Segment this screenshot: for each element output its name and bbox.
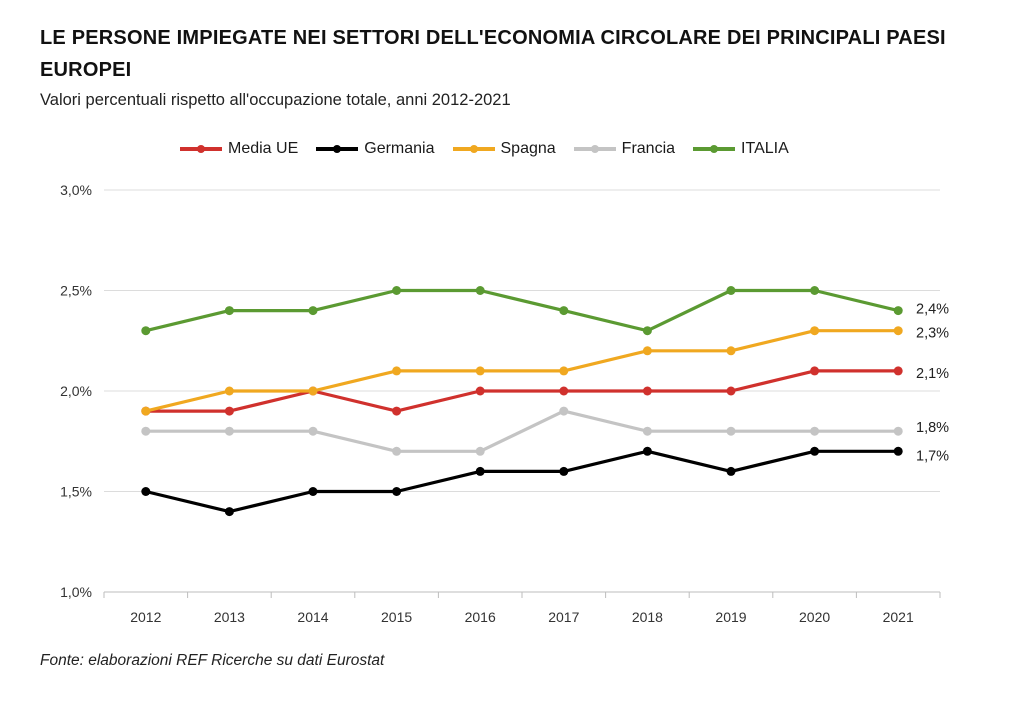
series-line-francia — [145, 409, 899, 453]
data-point — [642, 326, 652, 336]
x-tick-label: 2017 — [548, 609, 579, 625]
data-point — [475, 366, 485, 376]
legend-label: Francia — [621, 140, 676, 157]
data-point — [392, 446, 402, 456]
data-point — [141, 426, 151, 436]
data-point — [392, 366, 402, 376]
x-tick-label: 2012 — [130, 609, 161, 625]
data-point — [559, 406, 569, 416]
y-tick-label: 2,0% — [60, 383, 92, 399]
data-point — [141, 487, 151, 496]
x-tick-label: 2018 — [632, 609, 663, 625]
data-point — [642, 426, 652, 436]
data-point — [308, 306, 318, 316]
data-point — [308, 487, 318, 496]
data-point — [392, 406, 402, 416]
source-note: Fonte: elaborazioni REF Ricerche su dati… — [40, 652, 385, 669]
chart-title: LE PERSONE IMPIEGATE NEI SETTORI DELL'EC… — [40, 27, 946, 81]
series-line-germania — [145, 449, 899, 514]
data-point — [893, 366, 903, 376]
data-point — [810, 286, 820, 295]
series-line-media-ue — [145, 369, 899, 413]
data-point — [726, 466, 736, 476]
legend-label: Germania — [364, 140, 435, 157]
x-tick-label: 2014 — [297, 609, 328, 625]
data-point — [810, 426, 820, 436]
legend-label: Spagna — [500, 140, 556, 157]
data-label: 1,8% — [916, 420, 949, 436]
data-point — [893, 326, 903, 336]
legend-swatch — [452, 142, 495, 156]
data-point — [642, 346, 652, 356]
legend-swatch — [573, 142, 616, 156]
data-point — [726, 426, 736, 436]
data-point — [893, 446, 903, 456]
data-point — [559, 306, 569, 316]
data-point — [224, 386, 234, 396]
data-label: 1,7% — [916, 448, 949, 464]
data-point — [141, 326, 151, 336]
x-tick-label: 2020 — [799, 609, 830, 625]
data-point — [810, 326, 820, 336]
data-point — [559, 386, 569, 396]
data-label: 2,1% — [916, 366, 949, 382]
data-point — [392, 286, 402, 295]
data-point — [308, 386, 318, 396]
data-point — [559, 466, 569, 476]
data-point — [475, 286, 485, 295]
data-point — [726, 286, 736, 295]
chart-subtitle: Valori percentuali rispetto all'occupazi… — [40, 91, 511, 109]
legend-item: Francia — [573, 140, 676, 158]
data-point — [642, 386, 652, 396]
data-label: 2,3% — [916, 326, 949, 342]
data-point — [726, 346, 736, 356]
legend-item: Germania — [316, 140, 435, 158]
data-point — [726, 386, 736, 396]
data-point — [475, 466, 485, 476]
data-label: 2,4% — [916, 302, 949, 318]
data-point — [224, 426, 234, 436]
legend-swatch — [180, 142, 222, 156]
data-point — [810, 446, 820, 456]
data-point — [308, 426, 318, 436]
legend-label: Media UE — [228, 140, 299, 157]
x-tick-label: 2013 — [214, 609, 245, 625]
data-point — [224, 406, 234, 416]
y-tick-label: 2,5% — [60, 283, 92, 299]
y-tick-label: 3,0% — [60, 182, 92, 198]
series-line-italia — [145, 288, 899, 333]
data-point — [642, 446, 652, 456]
x-tick-label: 2016 — [465, 609, 496, 625]
data-point — [559, 366, 569, 376]
legend-swatch — [693, 142, 736, 156]
legend-item: Spagna — [452, 140, 556, 158]
legend-swatch — [316, 142, 359, 156]
legend-item: ITALIA — [693, 140, 789, 158]
chart-legend: Media UE Germania Spagna Francia ITALIA — [180, 140, 789, 158]
series-line-spagna — [145, 329, 899, 413]
y-tick-label: 1,5% — [60, 484, 92, 500]
x-tick-label: 2019 — [715, 609, 746, 625]
data-point — [893, 306, 903, 316]
legend-item: Media UE — [180, 140, 298, 158]
data-point — [392, 487, 402, 496]
x-tick-label: 2021 — [883, 609, 914, 625]
data-point — [141, 406, 151, 416]
data-point — [475, 386, 485, 396]
y-tick-label: 1,0% — [60, 584, 92, 600]
data-point — [224, 507, 234, 517]
data-point — [475, 446, 485, 456]
data-point — [810, 366, 820, 376]
x-tick-label: 2015 — [381, 609, 412, 625]
data-point — [893, 426, 903, 436]
data-point — [224, 306, 234, 316]
legend-label: ITALIA — [741, 140, 789, 157]
